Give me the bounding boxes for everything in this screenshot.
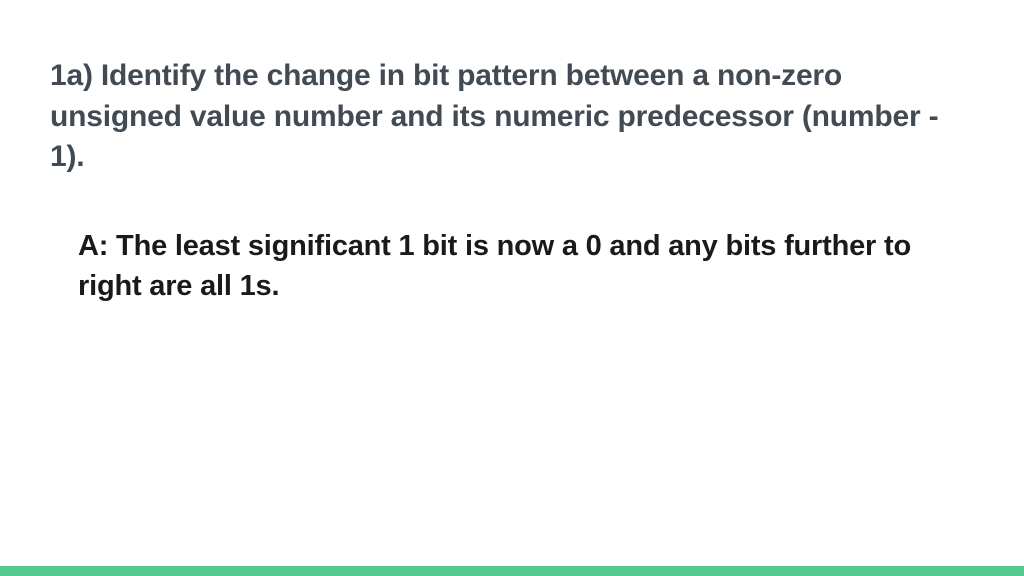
answer-text: A: The least significant 1 bit is now a … xyxy=(50,226,974,307)
footer-accent-bar xyxy=(0,566,1024,576)
question-text: 1a) Identify the change in bit pattern b… xyxy=(50,56,974,178)
slide-container: 1a) Identify the change in bit pattern b… xyxy=(0,0,1024,576)
